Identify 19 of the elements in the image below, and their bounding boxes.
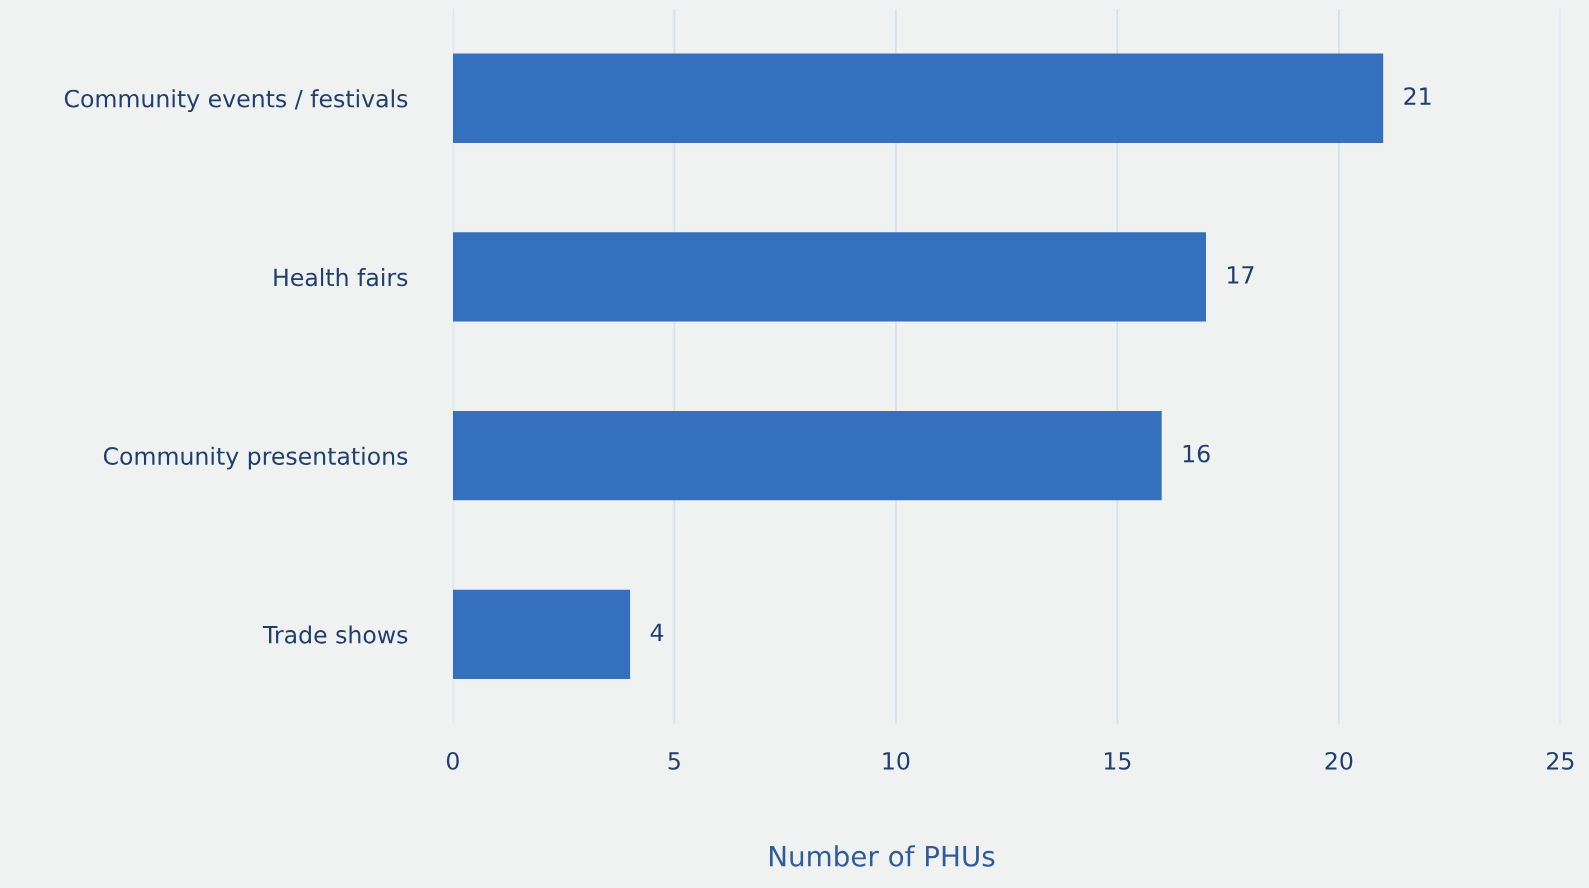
data-label: 4 (650, 623, 664, 641)
bar (452, 232, 1206, 322)
x-tick-label: 5 (668, 752, 680, 770)
data-label: 21 (1404, 87, 1431, 105)
y-tick-label: Health fairs (274, 267, 408, 287)
data-label: 16 (1183, 444, 1210, 463)
y-tick-label: Trade shows (262, 625, 408, 644)
x-tick-label: 20 (1325, 751, 1353, 770)
data-label: 17 (1228, 266, 1254, 284)
bar (452, 53, 1384, 143)
y-tick-label: Community events / festivals (64, 89, 408, 113)
x-tick-label: 25 (1547, 751, 1574, 770)
x-axis-title: Number of PHUs (769, 845, 995, 867)
x-tick-label: 10 (883, 751, 910, 770)
x-tick-label: 15 (1104, 752, 1131, 770)
y-tick-label: Community presentations (103, 446, 408, 470)
x-tick-label: 0 (446, 751, 459, 770)
bar (452, 589, 631, 680)
bar (452, 410, 1162, 501)
